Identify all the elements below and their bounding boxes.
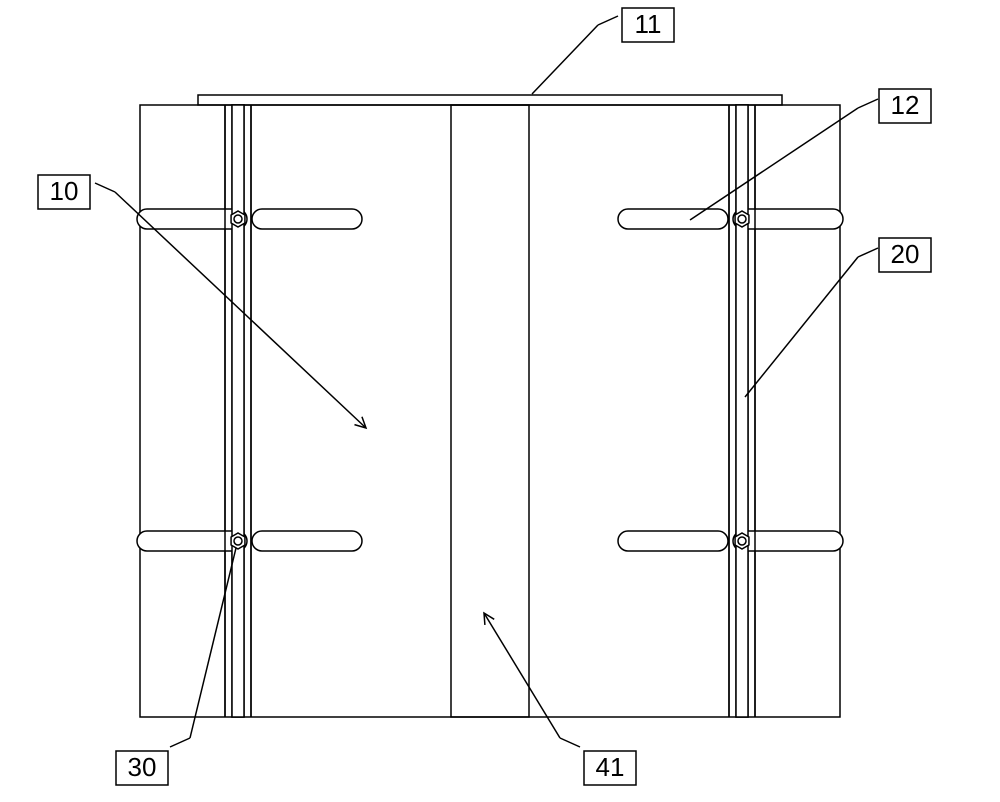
top-cap-11 [198,95,782,105]
center-column-41 [451,105,529,717]
right-rail-20 [729,105,755,717]
left-rail-20 [225,105,251,717]
